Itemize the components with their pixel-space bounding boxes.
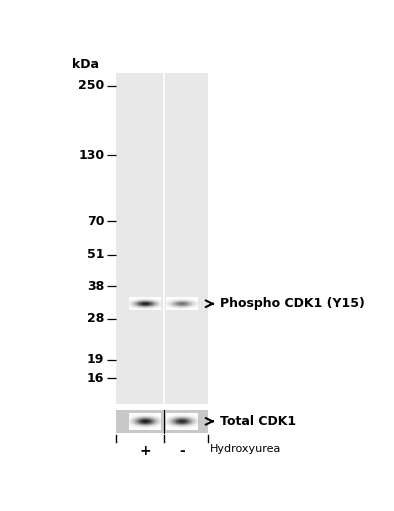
Text: 19: 19 [87,354,104,366]
Text: Phospho CDK1 (Y15): Phospho CDK1 (Y15) [206,297,365,310]
Text: -: - [179,444,185,458]
Text: 28: 28 [87,312,104,325]
Bar [117,73,208,404]
Text: Total CDK1: Total CDK1 [206,415,296,428]
Text: Hydroxyurea: Hydroxyurea [210,444,281,454]
Text: +: + [139,444,151,458]
Bar [117,404,208,409]
Text: kDa: kDa [72,58,99,71]
Text: 250: 250 [78,79,104,92]
Text: 38: 38 [87,280,104,293]
Text: 70: 70 [87,215,104,228]
Text: 51: 51 [87,248,104,262]
Bar [117,409,208,433]
Text: 130: 130 [78,149,104,162]
Text: 16: 16 [87,371,104,385]
